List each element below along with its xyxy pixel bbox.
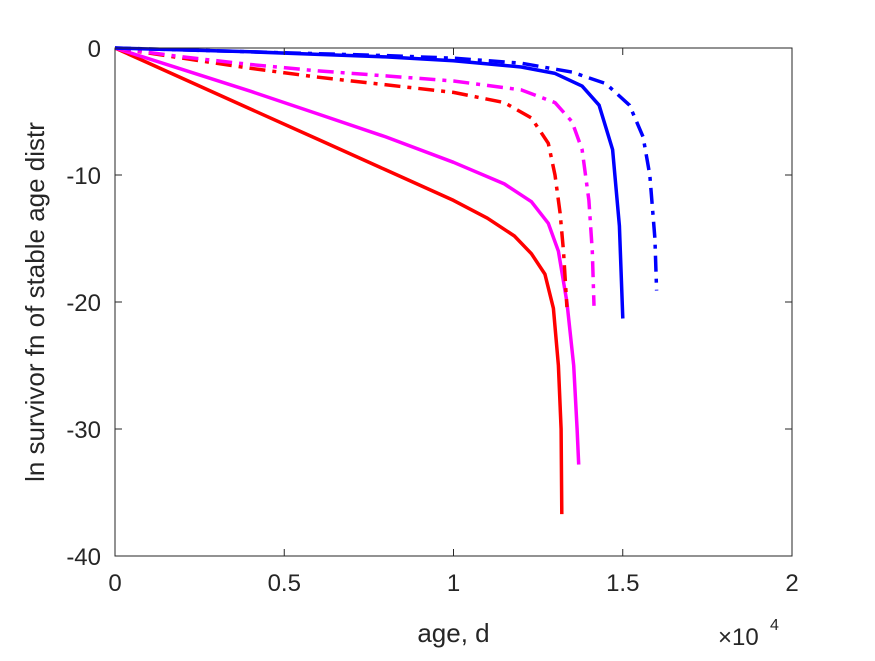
y-tick-label: 0 [88,36,101,63]
y-tick-label: -40 [66,544,101,571]
series-line-4 [114,46,596,306]
y-tick-label: -30 [66,417,101,444]
series-line-2 [114,46,581,465]
y-axis: 0 -10 -20 -30 -40 [66,36,792,571]
x-axis-exponent: ×10 4 [718,617,779,651]
x-axis: 0 0.5 1 1.5 2 [108,48,799,597]
series-layer [114,46,659,515]
x-axis-exponent-power: 4 [770,617,779,634]
x-axis-exponent-base: ×10 [718,624,759,651]
plot-area-frame [114,47,793,557]
y-axis-label: ln survivor fn of stable age distr [20,122,50,482]
series-line-5 [114,46,625,319]
x-tick-label: 1 [447,570,460,597]
x-axis-label: age, d [417,618,489,648]
x-tick-label: 0.5 [268,570,301,597]
x-tick-label: 1.5 [606,570,639,597]
series-line-1 [114,46,564,515]
y-tick-label: -10 [66,163,101,190]
x-tick-label: 0 [108,570,121,597]
x-tick-label: 2 [785,570,798,597]
series-line-3 [114,46,569,308]
series-line-6 [114,46,659,291]
y-tick-label: -20 [66,290,101,317]
